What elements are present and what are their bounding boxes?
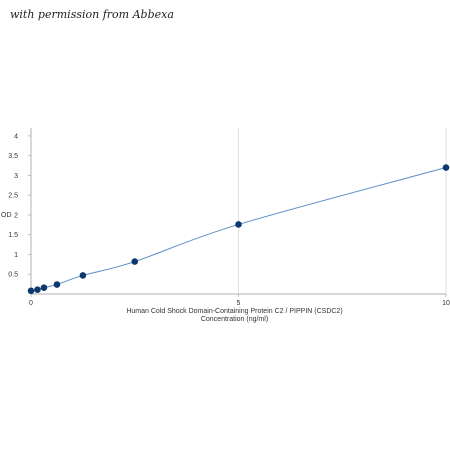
y-tick-label: 3 [14,173,18,180]
x-axis-title-line2: Concentration (ng/ml) [201,316,268,323]
grid-lines [238,128,447,294]
data-point [40,284,48,291]
y-tick-label: 0.5 [8,272,18,279]
y-tick-label: 2.5 [8,193,18,200]
y-axis-title: OD [1,212,12,219]
data-point [131,258,139,265]
data-point [442,164,450,171]
data-point [53,281,61,288]
watermark-text: with permission from Abbexa [10,8,174,21]
y-tick-label: 4 [14,133,18,140]
data-point [27,287,35,295]
x-tick-label: 10 [442,300,450,307]
y-tick-label: 2 [14,212,18,219]
y-tick-label: 1 [14,252,18,259]
x-tick-label: 5 [237,300,241,307]
axes [28,128,447,297]
data-point [235,221,242,228]
data-point [34,286,41,293]
y-tick-label: 1.5 [8,232,18,239]
y-tick-label: 3.5 [8,153,18,160]
tick-labels: 0.5 1 1.5 2 2.5 3 3.5 4 0 5 10 [8,133,450,307]
x-tick-label: 0 [29,300,33,307]
data-points [27,164,450,295]
data-point [79,272,87,279]
x-axis-title-line1: Human Cold Shock Domain-Containing Prote… [126,308,342,315]
